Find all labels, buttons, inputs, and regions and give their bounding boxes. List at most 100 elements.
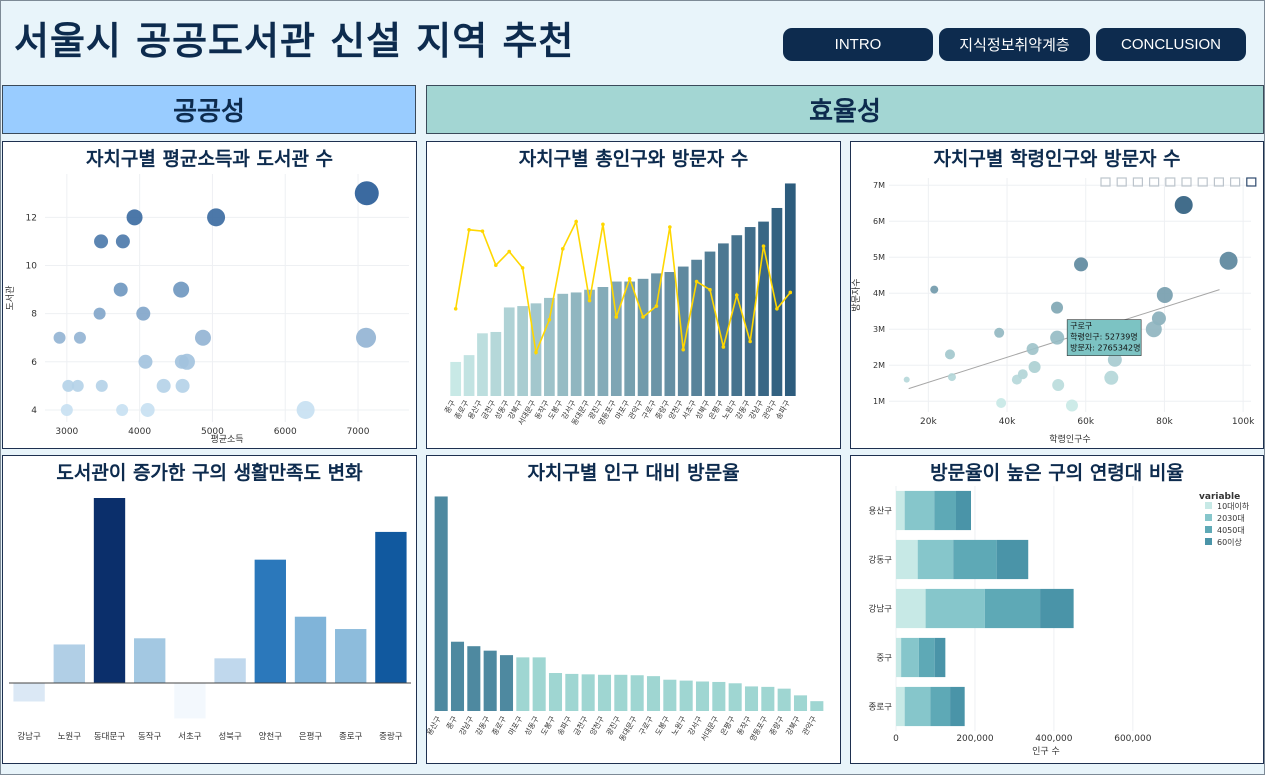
age-segment-bar	[896, 539, 918, 580]
y-tick-label: 5M	[873, 253, 885, 262]
chart-title: 자치구별 학령인구와 방문자 수	[933, 148, 1181, 170]
chart-svg: 용산구 중구강남구강동구종로구마포구성동구도봉구송파구금천구양천구광진구동대문구구…	[427, 496, 824, 743]
y-tick-label: 8	[31, 310, 37, 320]
x-tick-label: 중랑구	[379, 731, 403, 742]
population-bar	[450, 361, 462, 396]
chart-title: 도서관이 증가한 구의 생활만족도 변화	[56, 462, 363, 484]
population-bar	[664, 272, 676, 396]
visitor-point	[641, 315, 645, 319]
x-tick-label: 중랑구	[768, 714, 786, 737]
visit-ratio-chart: 용산구 중구 강남구 강동구 종로구 마포구 성동구 도봉구 송파구 금천구 양천구 광진구 동대문구 구…	[426, 455, 841, 764]
visit-ratio-bar	[761, 686, 775, 711]
satisfaction-bar	[13, 683, 45, 702]
visitor-point	[627, 277, 632, 281]
x-tick-label: 강남구	[17, 731, 41, 742]
visit-ratio-bar	[695, 681, 710, 711]
age-segment-bar	[956, 490, 971, 531]
age-segment-bar	[934, 490, 956, 531]
population-bar	[691, 259, 702, 396]
box-select-icon	[1149, 177, 1160, 187]
visit-ratio-bar	[597, 674, 612, 711]
x-tick-label: 6000	[274, 427, 297, 437]
y-tick-label: 4	[31, 406, 37, 416]
legend-label: 4050대	[1217, 526, 1245, 535]
population-bar	[677, 266, 689, 396]
x-tick-label: 강동구	[473, 714, 492, 737]
visitor-point	[761, 244, 766, 248]
tooltip-name: 구로구	[1070, 322, 1092, 331]
nav-conclusion-button[interactable]: CONCLUSION	[1096, 28, 1246, 61]
scatter-point	[53, 331, 66, 344]
visit-ratio-bar	[728, 683, 742, 711]
visit-ratio-bar	[777, 688, 791, 711]
scatter-point	[140, 402, 155, 417]
scatter-point	[94, 234, 109, 249]
zoom-icon	[1116, 177, 1127, 187]
scatter-point	[194, 329, 211, 346]
x-tick-label: 5000	[201, 427, 224, 437]
lasso-icon	[1165, 177, 1176, 187]
visit-ratio-bar	[450, 641, 465, 711]
population-bar	[557, 293, 569, 396]
population-bar	[477, 333, 488, 396]
school-visitors-chart: 20k 40k 60k 80k 100k 1M 2M 3M 4M 5M 6M 7M 학령인구수 방문자수 구…	[850, 141, 1264, 449]
legend-swatch	[1205, 538, 1212, 545]
visitor-point	[587, 298, 592, 303]
visitor-point	[614, 315, 619, 319]
x-tick-label: 용산구	[427, 714, 443, 737]
x-tick-label: 관악구	[800, 714, 819, 737]
visitor-point	[721, 345, 726, 349]
scatter-point	[93, 307, 106, 320]
legend-label: 60이상	[1217, 537, 1243, 547]
x-tick-label: 40k	[999, 417, 1016, 427]
scatter-point	[1107, 352, 1122, 367]
plotly-logo-icon	[1246, 177, 1257, 187]
x-tick-label: 송파구	[774, 398, 792, 421]
nav-intro-button[interactable]: INTRO	[783, 28, 933, 61]
y-tick-label: 강남구	[869, 604, 893, 615]
x-tick-label: 성동구	[523, 714, 541, 737]
scatter-point	[296, 400, 315, 419]
visitor-point	[467, 227, 471, 232]
x-tick-label: 도봉구	[653, 714, 671, 737]
visitor-point	[788, 290, 793, 295]
scatter-point	[95, 379, 108, 392]
scatter-point	[947, 373, 956, 382]
scatter-point	[116, 403, 129, 416]
population-bar	[758, 221, 769, 396]
camera-icon	[1100, 177, 1111, 187]
legend-swatch	[1205, 526, 1212, 533]
x-tick-label: 200,000	[956, 734, 993, 744]
y-tick-label: 6M	[873, 217, 885, 226]
visitor-point	[708, 287, 712, 292]
population-bar	[637, 278, 649, 396]
x-tick-label: 강북구	[783, 714, 802, 737]
scatter-point	[1174, 196, 1193, 214]
page-title: 서울시 공공도서관 신설 지역 추천	[14, 19, 575, 63]
chart-title: 방문율이 높은 구의 연령대 비율	[930, 462, 1184, 484]
visitor-point	[574, 219, 578, 224]
visit-ratio-bar	[581, 674, 595, 711]
x-tick-label: 20k	[920, 417, 937, 427]
nav-info-vulnerable-button[interactable]: 지식정보취약계층	[939, 28, 1090, 61]
x-tick-label: 노원구	[58, 732, 82, 742]
scatter-point	[73, 331, 86, 344]
age-segment-bar	[918, 637, 935, 678]
population-bar	[784, 183, 796, 396]
visitor-point	[654, 304, 659, 308]
visitor-point	[681, 347, 686, 352]
scatter-point	[175, 378, 190, 393]
scatter-point	[173, 281, 190, 298]
visitor-point	[507, 249, 512, 254]
chart-svg: 강남구 노원구 동대문구 동작구 서초구 성북구 양천구 은평구 종로구 중랑구	[9, 498, 411, 742]
x-axis-label: 평균소득	[210, 434, 243, 445]
scatter-point	[62, 379, 75, 392]
scatter-point	[1065, 399, 1078, 412]
scatter-point	[1051, 301, 1064, 314]
scatter-point	[1145, 321, 1162, 338]
age-segment-bar	[934, 637, 946, 678]
scatter-point	[356, 327, 377, 348]
visit-ratio-bar	[744, 686, 759, 711]
x-tick-label: 7000	[347, 427, 370, 437]
tooltip-box	[1066, 319, 1142, 356]
